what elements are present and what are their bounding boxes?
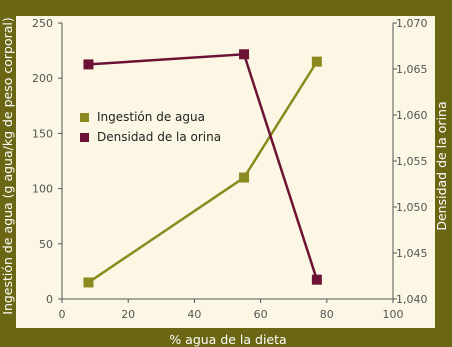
y-left-tick-label: 250 xyxy=(32,17,53,30)
legend-label-intake: Ingestión de agua xyxy=(97,110,205,124)
x-tick-label: 20 xyxy=(121,308,135,321)
y-right-tick-label: 1,040 xyxy=(396,293,428,306)
legend-swatch-intake xyxy=(80,113,89,122)
data-point-density xyxy=(83,59,94,70)
y-axis-title-left: Ingestión de agua (g agua/kg de peso cor… xyxy=(0,17,15,314)
chart-marks xyxy=(83,49,322,288)
legend-swatch-density xyxy=(80,133,89,142)
x-axis-title: % agua de la dieta xyxy=(169,332,286,347)
plot-background xyxy=(16,16,435,328)
y-left-tick-label: 50 xyxy=(39,238,53,251)
x-tick-label: 0 xyxy=(59,308,66,321)
legend: Ingestión de agua Densidad de la orina xyxy=(80,110,221,144)
y-left-tick-label: 150 xyxy=(32,127,53,140)
x-tick-label: 60 xyxy=(254,308,268,321)
x-tick-label: 40 xyxy=(187,308,201,321)
y-right-tick-label: 1,065 xyxy=(396,63,428,76)
data-point-intake xyxy=(83,277,94,288)
data-point-intake xyxy=(239,172,250,183)
y-right-tick-label: 1,060 xyxy=(396,109,428,122)
y-right-tick-label: 1,070 xyxy=(396,17,428,30)
y-right-tick-label: 1,055 xyxy=(396,155,428,168)
legend-label-density: Densidad de la orina xyxy=(97,130,221,144)
axes: 0 20 40 60 80 100 0 50 100 150 200 250 1,040 1,045 1,0… xyxy=(32,17,428,321)
y-axis-title-right: Densidad de la orina xyxy=(434,101,449,230)
x-tick-label: 100 xyxy=(383,308,404,321)
data-point-density xyxy=(239,49,250,60)
data-point-intake xyxy=(311,56,322,67)
y-left-tick-label: 100 xyxy=(32,183,53,196)
y-right-tick-label: 1,045 xyxy=(396,247,428,260)
y-left-tick-label: 200 xyxy=(32,72,53,85)
x-tick-label: 80 xyxy=(320,308,334,321)
data-point-density xyxy=(311,274,322,285)
y-left-tick-label: 0 xyxy=(46,293,53,306)
y-right-tick-label: 1,050 xyxy=(396,201,428,214)
